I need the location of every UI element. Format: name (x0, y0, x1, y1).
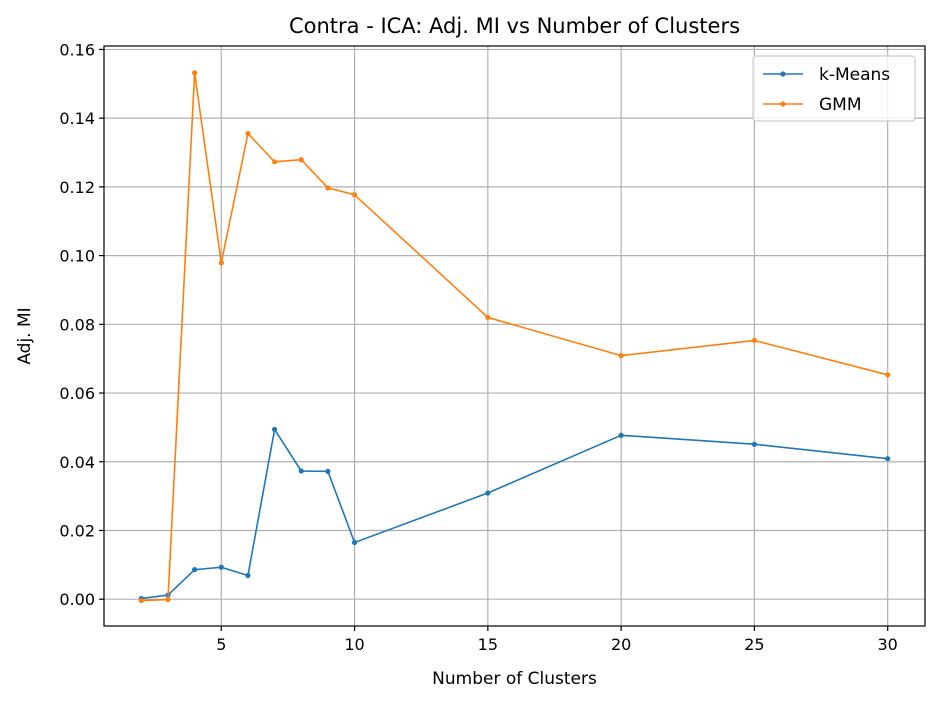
x-tick-label: 25 (744, 635, 764, 654)
data-point-gmm (618, 352, 624, 359)
x-tick-label: 15 (478, 635, 498, 654)
data-point-k-means (618, 432, 624, 438)
axes-frame (103, 45, 926, 627)
data-point-gmm (885, 372, 891, 378)
data-point-gmm (245, 131, 251, 137)
data-point-gmm (138, 597, 144, 604)
y-tick-label: 0.16 (59, 40, 95, 59)
data-point-gmm (351, 192, 358, 198)
data-point-gmm (751, 337, 758, 344)
x-tick-label: 5 (216, 635, 226, 654)
legend-item-k-means: k-Means (763, 65, 890, 85)
series-gmm (138, 70, 891, 604)
y-tick-label: 0.14 (59, 109, 95, 128)
legend-swatch-marker (780, 101, 786, 107)
data-point-k-means (885, 456, 891, 462)
data-point-gmm (298, 157, 304, 163)
data-point-k-means (271, 426, 278, 433)
y-axis-title: Adj. MI (15, 307, 35, 364)
legend-swatch-marker (780, 71, 786, 77)
legend-label: k-Means (819, 65, 890, 85)
chart-title: Contra - ICA: Adj. MI vs Number of Clust… (289, 14, 740, 38)
series-layer (138, 70, 891, 604)
y-tick-label: 0.12 (59, 178, 95, 197)
y-tick-label: 0.00 (59, 590, 95, 609)
data-point-gmm (218, 260, 224, 266)
x-tick-label: 30 (878, 635, 898, 654)
data-point-gmm (325, 185, 331, 191)
y-tick-label: 0.10 (59, 247, 95, 266)
data-point-k-means (485, 490, 491, 496)
ticks-layer: 5 10 15 20 25 30 0.00 0.02 0.04 0.06 0.08 0.10 0.12 0… (59, 40, 897, 654)
data-point-k-means (245, 572, 251, 579)
x-axis-title: Number of Clusters (432, 669, 597, 689)
data-point-k-means (192, 567, 198, 573)
y-tick-label: 0.02 (59, 521, 95, 540)
data-point-k-means (218, 564, 224, 570)
data-point-gmm (485, 314, 491, 321)
data-point-k-means (351, 539, 358, 546)
data-point-k-means (298, 468, 304, 474)
data-point-gmm (271, 159, 278, 165)
legend: k-Means GMM (752, 55, 916, 122)
series-k-means (138, 426, 891, 602)
data-point-gmm (192, 70, 198, 76)
legend-items: k-Means GMM (763, 65, 890, 115)
y-tick-label: 0.06 (59, 384, 95, 403)
data-point-k-means (751, 441, 758, 447)
legend-item-gmm: GMM (763, 95, 862, 115)
data-point-k-means (325, 468, 331, 474)
x-tick-label: 10 (344, 635, 364, 654)
x-tick-label: 20 (611, 635, 631, 654)
legend-label: GMM (819, 95, 862, 115)
y-tick-label: 0.08 (59, 315, 95, 334)
data-point-gmm (165, 596, 171, 603)
y-tick-label: 0.04 (59, 453, 95, 472)
